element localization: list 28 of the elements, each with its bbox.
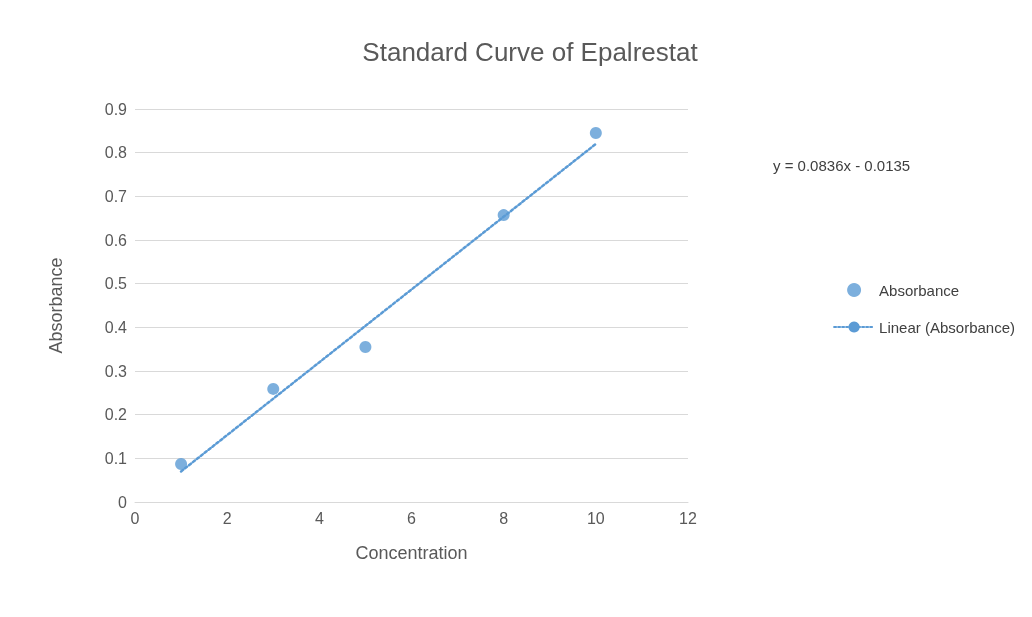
x-tick-label: 8 [499,509,509,527]
y-axis-title: Absorbance [46,257,66,354]
point [497,209,510,222]
x-tick-label: 0 [130,509,140,527]
point [267,382,280,395]
y-tick-label: 0.7 [104,187,128,205]
point [175,458,188,471]
legend-label: Linear (Absorbance) [879,318,1016,336]
point [589,127,602,140]
y-tick-label: 0.3 [104,362,128,380]
y-tick-label: 0.9 [104,100,128,118]
y-tick-label: 0.2 [104,406,128,424]
y-tick-label: 0.1 [104,449,128,467]
y-tick-label: 0.6 [104,231,128,249]
y-tick-label: 0 [118,493,128,511]
y-tick-label: 0.4 [104,318,128,336]
x-tick-label: 6 [407,509,417,527]
x-tick-label: 4 [314,509,324,527]
x-tick-label: 12 [679,509,697,527]
y-tick-label: 0.8 [104,144,128,162]
text: y = 0.0836x - 0.0135 [773,157,911,174]
x-axis-title: Concentration [355,543,468,563]
y-tick-label: 0.5 [104,275,128,293]
chart-title: Standard Curve of Epalrestat [362,37,699,67]
x-tick-label: 2 [222,509,232,527]
point [359,340,372,353]
legend-label: Absorbance [879,281,960,299]
x-tick-label: 10 [586,509,605,527]
